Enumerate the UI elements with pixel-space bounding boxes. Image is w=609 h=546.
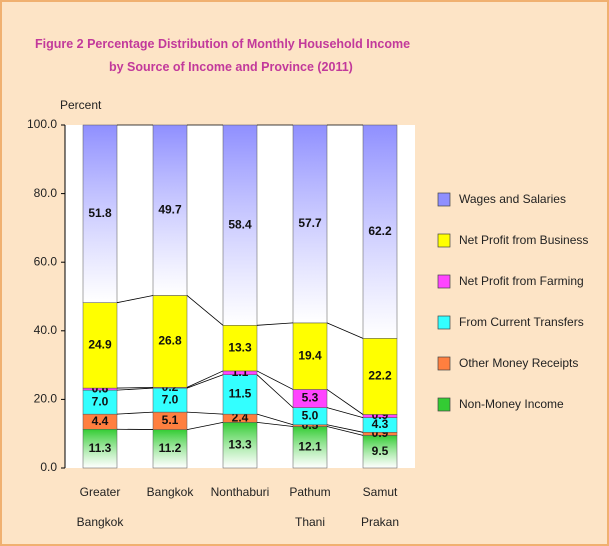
value-label: 24.9 [88,338,112,352]
bar-segment [222,422,258,469]
legend-label: Wages and Salaries [459,192,566,206]
value-label: 7.0 [92,394,109,408]
legend-label: From Current Transfers [459,315,584,329]
x-tick-label: Nonthaburi [211,485,270,499]
bar-segment [292,322,328,390]
legend-swatch [437,274,451,289]
value-label: 51.8 [88,206,112,220]
connector [256,322,294,326]
bar-segment [362,338,398,415]
x-tick-label: Pathum Thani [289,485,330,529]
bar-segment [152,387,188,413]
connector [116,295,154,304]
bar-segment [82,302,118,389]
value-label: 4.3 [372,417,389,431]
value-label: 11.2 [159,441,182,455]
value-label: 26.8 [158,334,182,348]
y-tick-label: 40.0 [34,323,58,337]
value-label: 13.3 [228,437,252,451]
connector [326,424,364,433]
bar-segment [362,435,398,469]
y-tick-label: 20.0 [34,392,58,406]
value-label: 49.7 [158,202,182,216]
legend-swatch [437,315,451,330]
value-label: 22.2 [368,369,392,383]
legend-label: Net Profit from Farming [459,274,584,288]
y-tick-label: 60.0 [34,254,58,268]
connector [186,370,224,388]
connector [116,387,154,391]
legend-swatch [437,356,451,371]
bar-segment [82,428,118,469]
legend-swatch [437,397,451,412]
x-tick-label: Samut Prakan [361,485,399,529]
connector [256,374,294,408]
chart-title: Figure 2 Percentage Distribution of Mont… [35,37,410,51]
legend-label: Net Profit from Business [459,233,588,247]
y-axis-label: Percent [60,98,102,112]
value-label: 13.3 [228,340,252,354]
bar-segment [152,124,188,296]
value-label: 5.1 [162,413,179,427]
connector [326,322,364,339]
connector [326,407,364,418]
value-label: 57.7 [298,216,322,230]
y-tick-label: 0.0 [40,460,57,474]
value-label: 19.4 [298,348,322,362]
bar-segment [292,124,328,324]
bar-segment [82,389,118,415]
connector [326,426,364,436]
connector [186,374,224,389]
value-label: 7.0 [162,392,179,406]
value-label: 4.4 [92,414,109,428]
legend-swatch [437,233,451,248]
y-tick-label: 100.0 [27,117,57,131]
value-label: 62.2 [368,224,392,238]
x-tick-label: Bangkok [147,485,195,499]
connector [186,295,224,326]
chart-title: by Source of Income and Province (2011) [109,60,353,74]
bar-segment [222,374,258,415]
value-label: 12.1 [298,439,322,453]
bar-segment [82,124,118,303]
connector [256,413,294,426]
connector [256,370,294,390]
y-tick-label: 80.0 [34,186,58,200]
bar-segment [292,426,328,469]
connector [116,386,154,389]
value-label: 5.3 [302,391,319,405]
value-label: 11.3 [89,441,112,455]
connector [256,421,294,427]
legend-label: Other Money Receipts [459,356,578,370]
value-label: 11.5 [229,387,252,401]
connector [116,411,154,415]
value-label: 58.4 [228,217,252,231]
bar-segment [222,124,258,326]
legend-label: Non-Money Income [459,397,564,411]
connector [326,389,364,415]
value-label: 9.5 [372,444,389,458]
value-label: 5.0 [302,408,319,422]
bar-segment [362,124,398,339]
connector [186,411,224,415]
bar-segment [152,429,188,469]
connector [186,421,224,430]
legend-swatch [437,192,451,207]
x-tick-label: Greater Bangkok [77,485,125,529]
